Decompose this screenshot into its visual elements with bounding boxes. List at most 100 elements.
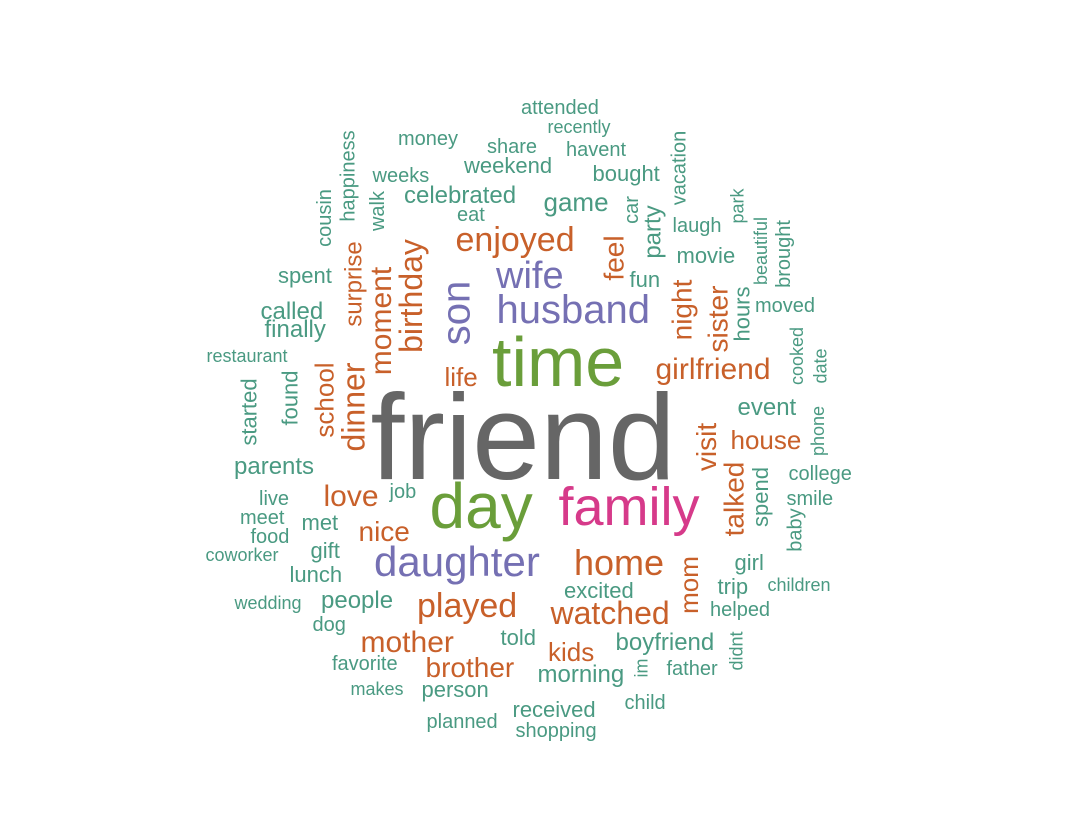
word-spend: spend — [747, 467, 773, 527]
word-dinner: dinner — [334, 362, 371, 452]
word-children: children — [767, 575, 831, 595]
word-havent: havent — [566, 139, 627, 161]
word-trip: trip — [717, 574, 749, 599]
word-walk: walk — [367, 190, 390, 232]
word-happiness: happiness — [337, 130, 360, 222]
word-time: time — [492, 323, 625, 401]
word-people: people — [321, 587, 394, 614]
word-makes: makes — [350, 679, 404, 699]
word-met: met — [301, 510, 339, 535]
word-played: played — [417, 587, 518, 625]
word-money: money — [398, 128, 459, 150]
word-excited: excited — [564, 578, 634, 603]
word-college: college — [788, 463, 852, 485]
word-celebrated: celebrated — [404, 182, 517, 209]
word-nice: nice — [358, 516, 410, 547]
word-share: share — [487, 136, 538, 158]
word-date: date — [810, 348, 831, 384]
word-family: family — [558, 477, 700, 537]
word-spent: spent — [278, 263, 332, 288]
word-movie: movie — [676, 243, 736, 268]
word-boyfriend: boyfriend — [615, 629, 715, 656]
word-parents: parents — [234, 453, 315, 480]
word-laugh: laugh — [672, 215, 722, 237]
word-phone: phone — [808, 405, 829, 457]
word-gift: gift — [310, 538, 340, 563]
word-beautiful: beautiful — [751, 216, 772, 286]
word-job: job — [389, 481, 417, 503]
word-mother: mother — [360, 626, 454, 659]
word-son: son — [433, 280, 478, 346]
word-surprise: surprise — [340, 241, 368, 327]
word-fun: fun — [629, 267, 661, 292]
word-car: car — [620, 196, 643, 224]
word-lunch: lunch — [289, 562, 343, 587]
word-house: house — [730, 425, 802, 455]
word-school: school — [309, 362, 340, 438]
word-watched: watched — [550, 595, 670, 631]
word-cousin: cousin — [313, 189, 336, 247]
word-hours: hours — [729, 286, 755, 342]
word-life: life — [444, 362, 478, 392]
word-weeks: weeks — [372, 165, 430, 187]
word-received: received — [512, 697, 596, 722]
word-daughter: daughter — [374, 538, 540, 585]
word-talked: talked — [717, 461, 749, 537]
word-coworker: coworker — [205, 545, 279, 565]
word-found: found — [277, 370, 303, 426]
word-morning: morning — [537, 661, 625, 688]
word-vacation: vacation — [667, 130, 690, 206]
word-mom: mom — [673, 556, 704, 614]
word-event: event — [737, 394, 797, 421]
word-didnt: didnt — [726, 631, 747, 671]
word-wedding: wedding — [234, 593, 302, 613]
word-bought: bought — [592, 161, 660, 186]
word-girl: girl — [734, 550, 764, 575]
word-baby: baby — [784, 508, 807, 552]
word-night: night — [665, 279, 697, 341]
word-live: live — [259, 488, 290, 510]
word-told: told — [500, 625, 536, 650]
word-favorite: favorite — [332, 653, 398, 675]
word-cooked: cooked — [787, 326, 808, 386]
word-restaurant: restaurant — [206, 346, 288, 366]
word-day: day — [429, 470, 533, 542]
word-love: love — [323, 480, 379, 513]
word-meet: meet — [240, 507, 285, 529]
word-visit: visit — [691, 422, 723, 472]
word-sister: sister — [701, 285, 733, 353]
word-called: called — [260, 298, 324, 325]
word-started: started — [236, 378, 262, 446]
word-girlfriend: girlfriend — [655, 353, 771, 386]
word-park: park — [727, 188, 748, 224]
word-moment: moment — [365, 266, 399, 376]
word-feel: feel — [598, 235, 630, 281]
word-eat: eat — [457, 204, 485, 226]
word-husband: husband — [496, 288, 650, 332]
word-shopping: shopping — [515, 720, 597, 742]
word-smile: smile — [786, 488, 834, 510]
word-wife: wife — [496, 255, 564, 297]
word-game: game — [543, 187, 609, 217]
word-planned: planned — [426, 711, 498, 733]
word-party: party — [639, 205, 667, 259]
word-enjoyed: enjoyed — [455, 221, 575, 259]
word-kids: kids — [548, 637, 595, 667]
word-im: im — [631, 658, 651, 678]
word-brought: brought — [772, 220, 795, 288]
word-person: person — [421, 677, 489, 702]
word-finally: finally — [264, 316, 326, 343]
word-home: home — [574, 542, 665, 583]
word-helped: helped — [710, 599, 771, 621]
word-child: child — [624, 692, 666, 714]
word-dog: dog — [312, 614, 346, 636]
word-birthday: birthday — [392, 239, 429, 353]
word-father: father — [666, 658, 718, 680]
word-friend: friend — [370, 369, 676, 505]
word-recently: recently — [547, 117, 611, 137]
word-attended: attended — [521, 97, 599, 119]
word-moved: moved — [755, 295, 816, 317]
word-brother: brother — [425, 652, 515, 683]
word-weekend: weekend — [464, 153, 553, 178]
